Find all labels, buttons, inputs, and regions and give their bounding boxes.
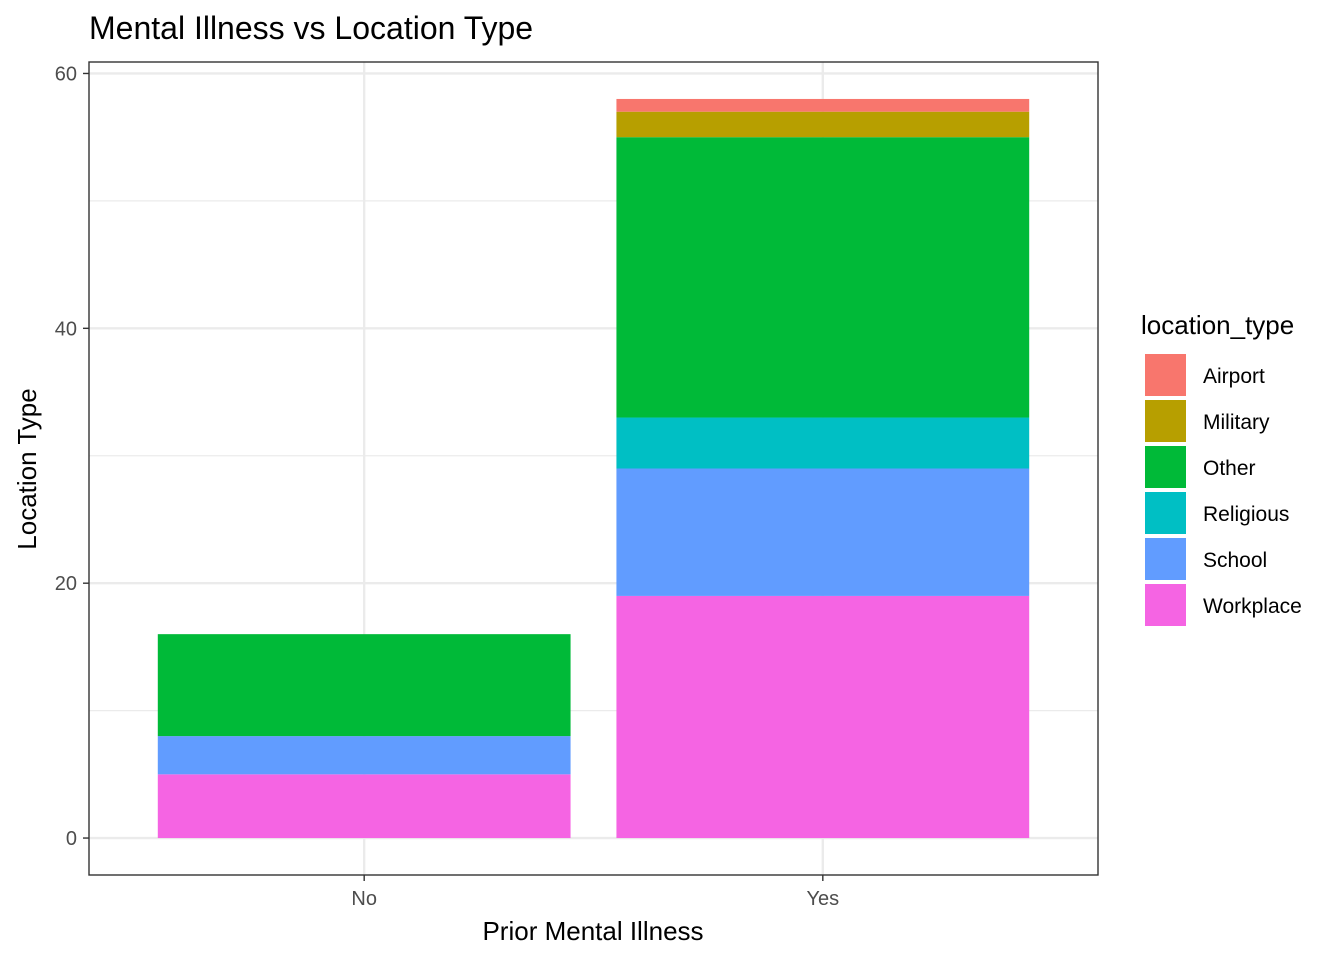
bar-workplace-no xyxy=(157,774,571,839)
bar-airport-yes xyxy=(616,98,1030,112)
legend-label-school: School xyxy=(1203,549,1267,572)
bars xyxy=(157,98,1030,839)
bar-school-no xyxy=(157,736,571,775)
legend-key-airport xyxy=(1145,354,1186,396)
legend-key-school xyxy=(1145,538,1186,580)
bar-school-yes xyxy=(616,468,1030,596)
legend-label-workplace: Workplace xyxy=(1203,595,1302,618)
bar-military-yes xyxy=(616,111,1030,138)
bar-religious-yes xyxy=(616,417,1030,469)
y-tick-label: 40 xyxy=(55,318,77,340)
legend-label-other: Other xyxy=(1203,457,1256,480)
legend-key-workplace xyxy=(1145,584,1186,626)
y-tick-label: 0 xyxy=(66,828,77,850)
y-tick-label: 20 xyxy=(55,573,77,595)
y-axis-title: Location Type xyxy=(12,388,42,549)
legend-title: location_type xyxy=(1141,310,1294,340)
bar-workplace-yes xyxy=(616,595,1030,839)
y-tick-label: 60 xyxy=(55,63,77,85)
legend-key-religious xyxy=(1145,492,1186,534)
x-axis-title: Prior Mental Illness xyxy=(482,916,703,946)
chart-title: Mental Illness vs Location Type xyxy=(89,10,533,46)
panel-border xyxy=(88,61,1099,876)
bar-other-no xyxy=(157,634,571,737)
x-tick-label: Yes xyxy=(806,888,839,910)
y-axis: 0 20 40 60 xyxy=(55,63,89,850)
bar-other-yes xyxy=(616,137,1030,418)
legend-label-religious: Religious xyxy=(1203,503,1289,526)
legend-label-military: Military xyxy=(1203,411,1270,434)
legend-key-military xyxy=(1145,400,1186,442)
legend-key-other xyxy=(1145,446,1186,488)
x-tick-label: No xyxy=(351,888,377,910)
x-axis: No Yes xyxy=(351,875,839,910)
legend: location_type Airport Military Other Religi… xyxy=(1141,310,1302,626)
legend-label-airport: Airport xyxy=(1203,365,1265,388)
